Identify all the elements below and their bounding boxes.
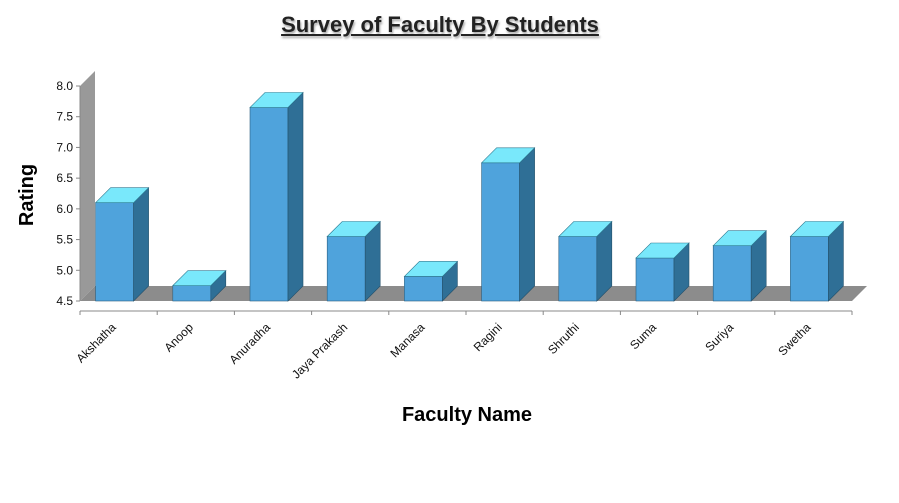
x-tick-label: Anoop <box>161 320 196 355</box>
chart-title: Survey of Faculty By Students <box>281 12 599 37</box>
x-tick-label: Anuradha <box>226 320 273 367</box>
bar-top <box>558 221 613 237</box>
x-tick-label: Manasa <box>387 320 427 360</box>
bar-front <box>712 245 752 302</box>
y-tick-label: 6.0 <box>56 202 73 216</box>
bar-top <box>712 230 767 247</box>
bar-top <box>94 187 150 204</box>
y-axis-title: Rating <box>16 164 38 226</box>
bar-front <box>790 236 829 302</box>
x-tick-label: Suriya <box>702 320 736 354</box>
bar-side <box>519 147 535 302</box>
x-tick-label: Swetha <box>775 320 813 358</box>
bar <box>94 186 150 302</box>
axes: 4.5 5.0 5.5 6.0 6.5 7.0 7.5 8.0 <box>56 79 853 315</box>
bar-top <box>172 270 227 286</box>
bar-side <box>133 186 149 302</box>
bar-side <box>287 91 304 302</box>
x-tick-label: Shruthi <box>545 320 582 357</box>
bar <box>480 147 536 302</box>
chart-wall <box>80 71 95 301</box>
bar-top <box>249 92 304 108</box>
bar-top <box>635 242 690 259</box>
bar <box>326 220 381 302</box>
bar-front <box>172 285 212 302</box>
y-tick-label: 5.5 <box>56 233 73 247</box>
bar-top <box>789 221 845 237</box>
y-tick-label: 8.0 <box>56 79 73 93</box>
y-tick-label: 4.5 <box>56 294 73 308</box>
bar <box>558 220 613 302</box>
x-tick-label: Ragini <box>471 320 505 354</box>
bar-top <box>326 221 381 237</box>
bar <box>249 91 304 302</box>
labels: Akshatha Anoop Anuradha Jaya Prakash Manasa R… <box>73 320 813 382</box>
bar-front <box>635 257 675 302</box>
bars <box>94 91 845 302</box>
bar-front <box>95 202 134 302</box>
bar <box>789 220 845 302</box>
bar <box>403 260 459 302</box>
bar-front <box>481 162 520 302</box>
x-tick-label: Akshatha <box>73 320 119 366</box>
bar <box>712 229 767 302</box>
y-tick-label: 7.0 <box>56 140 73 154</box>
bar-front <box>558 236 598 302</box>
bar <box>635 242 690 302</box>
bar-front <box>249 107 289 302</box>
x-tick-label: Jaya Prakash <box>289 320 350 381</box>
bar-top <box>403 261 459 277</box>
x-axis-title: Faculty Name <box>402 404 532 426</box>
y-tick-label: 6.5 <box>56 171 73 185</box>
y-tick-label: 7.5 <box>56 110 73 124</box>
x-tick-label: Suma <box>627 320 659 352</box>
y-tick-label: 5.0 <box>56 263 73 277</box>
bar <box>172 269 227 302</box>
bar-front <box>326 236 366 302</box>
bar-top <box>480 147 536 164</box>
bar-front <box>404 276 443 302</box>
